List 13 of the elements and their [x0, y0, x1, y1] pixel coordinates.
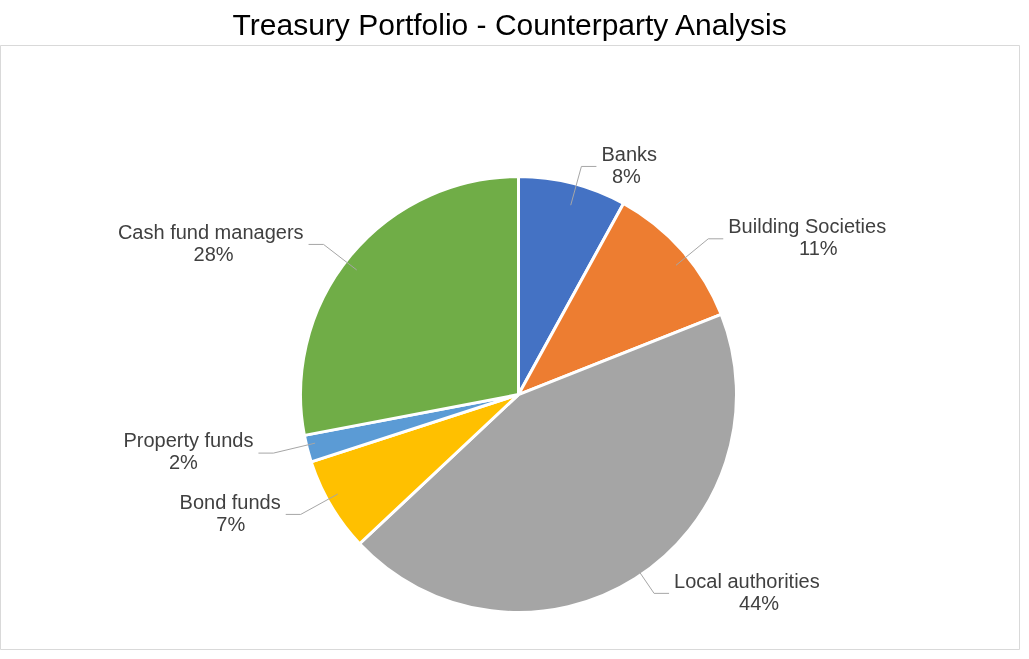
data-label: 2%: [169, 451, 199, 474]
data-label: 7%: [216, 512, 246, 535]
data-label: 28%: [193, 242, 234, 265]
slice-label: Cash fund managers: [117, 220, 304, 243]
data-label: 44%: [739, 591, 780, 614]
chart-title: Treasury Portfolio - Counterparty Analysis: [232, 7, 787, 41]
slice-label: Building Societies: [728, 214, 887, 237]
slice-label: Property funds: [123, 429, 254, 452]
slice-label: Local authorities: [674, 569, 820, 592]
slice-label: Banks: [601, 142, 658, 165]
slice-label: Bond funds: [179, 490, 281, 513]
data-label: 8%: [611, 164, 642, 187]
data-label: 11%: [799, 236, 838, 259]
